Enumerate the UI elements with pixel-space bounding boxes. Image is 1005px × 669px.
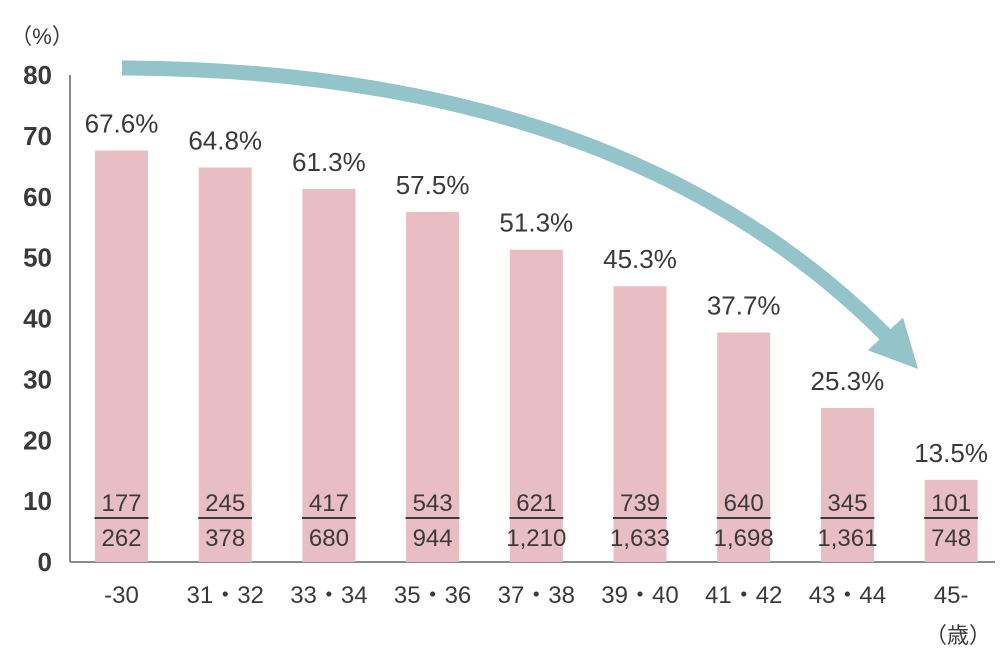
bar — [717, 332, 771, 562]
denominator-label: 1,633 — [610, 525, 670, 552]
numerator-label: 417 — [309, 490, 349, 517]
bar — [924, 479, 978, 562]
denominator-label: 378 — [205, 525, 245, 552]
bar — [95, 150, 148, 563]
y-tick-label: 0 — [38, 547, 52, 577]
denominator-label: 748 — [931, 525, 971, 552]
denominator-label: 944 — [413, 525, 453, 552]
numerator-label: 345 — [827, 490, 867, 517]
numerator-label: 101 — [931, 490, 971, 517]
denominator-label: 680 — [309, 525, 349, 552]
x-tick-label: 43・44 — [809, 582, 886, 609]
denominator-label: 1,361 — [817, 525, 877, 552]
bars — [95, 150, 978, 563]
denominator-label: 1,698 — [714, 525, 774, 552]
y-tick-label: 50 — [23, 243, 52, 273]
numerator-label: 245 — [205, 490, 245, 517]
numerator-label: 177 — [101, 490, 141, 517]
numerator-label: 621 — [516, 490, 556, 517]
denominator-label: 1,210 — [506, 525, 566, 552]
bar — [198, 167, 252, 562]
x-tick-label: 33・34 — [290, 582, 367, 609]
bar — [820, 407, 874, 562]
value-label: 57.5% — [396, 170, 470, 200]
x-tick-label: 31・32 — [187, 582, 264, 609]
numerator-label: 543 — [413, 490, 453, 517]
y-tick-label: 30 — [23, 364, 52, 394]
bar — [302, 188, 356, 562]
x-unit-label: （歳） — [925, 623, 991, 648]
value-label: 45.3% — [603, 244, 677, 274]
y-tick-label: 10 — [23, 486, 52, 516]
x-tick-label: 41・42 — [705, 582, 782, 609]
x-tick-label: -30 — [104, 582, 139, 609]
y-unit-label: （%） — [10, 24, 74, 49]
value-label: 61.3% — [292, 147, 366, 177]
value-label: 37.7% — [707, 291, 781, 321]
numerator-label: 640 — [724, 490, 764, 517]
denominator-label: 262 — [101, 525, 141, 552]
axes: 0 10 20 30 40 50 60 70 80 （%） （歳） — [10, 24, 995, 648]
value-label: 13.5% — [914, 438, 988, 468]
y-tick-label: 60 — [23, 182, 52, 212]
x-tick-label: 35・36 — [394, 582, 471, 609]
bar — [613, 286, 667, 562]
value-label: 67.6% — [85, 108, 159, 138]
y-tick-label: 20 — [23, 425, 52, 455]
labels: 67.6% 177 262 -30 64.8% 245 378 31・32 61.3% 417 68… — [85, 108, 988, 609]
y-tick-label: 70 — [23, 121, 52, 151]
x-tick-label: 37・38 — [498, 582, 575, 609]
numerator-label: 739 — [620, 490, 660, 517]
value-label: 51.3% — [499, 208, 573, 238]
value-label: 25.3% — [811, 366, 885, 396]
trend-arrow — [121, 60, 919, 370]
y-tick-label: 80 — [23, 60, 52, 90]
bar — [406, 211, 460, 562]
y-tick-label: 40 — [23, 304, 52, 334]
value-label: 64.8% — [188, 126, 262, 156]
x-tick-label: 39・40 — [601, 582, 678, 609]
x-tick-label: 45- — [934, 582, 969, 609]
bar — [509, 249, 563, 562]
